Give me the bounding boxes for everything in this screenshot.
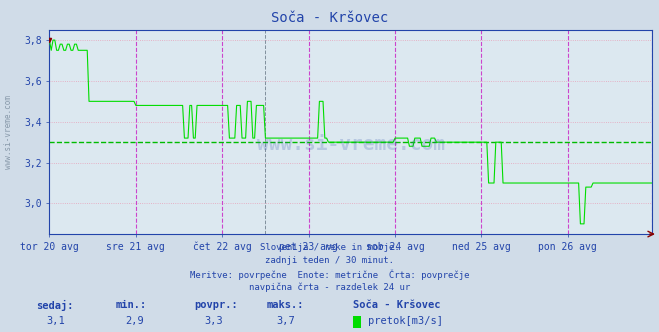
Text: Soča - Kršovec: Soča - Kršovec <box>353 300 440 310</box>
Text: navpična črta - razdelek 24 ur: navpična črta - razdelek 24 ur <box>249 282 410 292</box>
Text: Soča - Kršovec: Soča - Kršovec <box>271 11 388 25</box>
Text: min.:: min.: <box>115 300 146 310</box>
Text: 2,9: 2,9 <box>125 316 144 326</box>
Text: 3,1: 3,1 <box>46 316 65 326</box>
Text: www.si-vreme.com: www.si-vreme.com <box>257 135 445 154</box>
Text: Meritve: povrpečne  Enote: metrične  Črta: povprečje: Meritve: povrpečne Enote: metrične Črta:… <box>190 270 469 280</box>
Text: zadnji teden / 30 minut.: zadnji teden / 30 minut. <box>265 256 394 265</box>
Text: www.si-vreme.com: www.si-vreme.com <box>4 95 13 169</box>
Text: Slovenija / reke in morje.: Slovenija / reke in morje. <box>260 243 399 252</box>
Text: povpr.:: povpr.: <box>194 300 238 310</box>
Text: 3,7: 3,7 <box>277 316 295 326</box>
Text: pretok[m3/s]: pretok[m3/s] <box>368 316 443 326</box>
Text: maks.:: maks.: <box>267 300 304 310</box>
Text: 3,3: 3,3 <box>204 316 223 326</box>
Text: sedaj:: sedaj: <box>36 300 74 311</box>
